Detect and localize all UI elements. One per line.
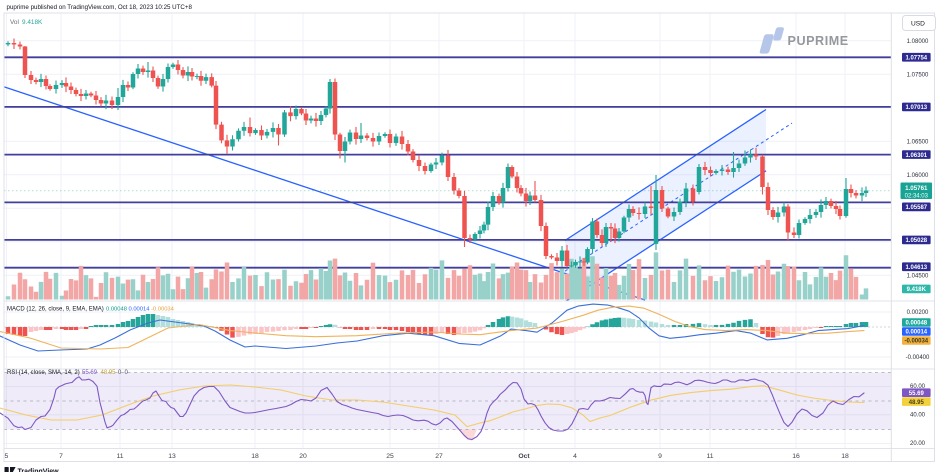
- svg-text:0.00048: 0.00048: [905, 321, 927, 327]
- svg-text:-0.00400: -0.00400: [906, 355, 930, 361]
- svg-text:RSI (14, close, SMA, 14, 2): RSI (14, close, SMA, 14, 2): [7, 370, 80, 376]
- svg-text:0.00200: 0.00200: [907, 310, 929, 316]
- svg-text:1.04613: 1.04613: [905, 265, 927, 271]
- svg-text:55.69: 55.69: [82, 370, 98, 376]
- svg-text:1.06301: 1.06301: [905, 153, 927, 159]
- svg-text:1.06500: 1.06500: [907, 140, 929, 146]
- svg-text:11: 11: [706, 453, 713, 460]
- svg-text:PUPRIME: PUPRIME: [788, 34, 849, 48]
- svg-text:55.69: 55.69: [909, 391, 925, 397]
- svg-text:5: 5: [5, 453, 9, 460]
- svg-text:Vol: Vol: [10, 19, 19, 26]
- svg-text:20.00: 20.00: [910, 441, 926, 447]
- svg-text:1.07013: 1.07013: [905, 105, 927, 111]
- svg-text:4: 4: [573, 453, 577, 460]
- svg-text:11: 11: [116, 453, 123, 460]
- svg-text:9.418K: 9.418K: [22, 19, 43, 26]
- svg-text:1.08000: 1.08000: [907, 39, 929, 45]
- svg-text:25: 25: [386, 453, 394, 460]
- svg-text:-0.00034: -0.00034: [151, 307, 175, 313]
- svg-text:1.07500: 1.07500: [907, 73, 929, 79]
- svg-text:puprime published on TradingVi: puprime published on TradingView.com, Oc…: [7, 4, 193, 11]
- svg-text:1.07754: 1.07754: [905, 56, 927, 62]
- svg-text:MACD (12, 26, close, 9, EMA, E: MACD (12, 26, close, 9, EMA, EMA): [7, 307, 104, 313]
- svg-text:1.05761: 1.05761: [905, 185, 928, 192]
- svg-text:18: 18: [251, 453, 259, 460]
- svg-text:USD: USD: [911, 21, 925, 28]
- svg-text:-0.00034: -0.00034: [904, 339, 928, 345]
- svg-text:1.06000: 1.06000: [907, 173, 929, 179]
- svg-text:16: 16: [792, 453, 800, 460]
- svg-text:1.05028: 1.05028: [905, 238, 927, 244]
- svg-text:18: 18: [841, 453, 849, 460]
- svg-text:20: 20: [299, 453, 307, 460]
- svg-text:0: 0: [118, 370, 122, 376]
- svg-text:48.95: 48.95: [101, 370, 117, 376]
- svg-text:1.05587: 1.05587: [905, 205, 927, 211]
- svg-text:02:34:03: 02:34:03: [905, 193, 929, 199]
- svg-text:TradingView: TradingView: [18, 468, 60, 472]
- svg-text:7: 7: [59, 453, 63, 460]
- svg-text:9: 9: [658, 453, 662, 460]
- svg-text:13: 13: [168, 453, 176, 460]
- svg-text:27: 27: [435, 453, 443, 460]
- svg-text:0.00048: 0.00048: [106, 307, 127, 313]
- svg-text:48.95: 48.95: [909, 400, 925, 406]
- svg-text:1.04500: 1.04500: [907, 274, 929, 280]
- svg-text:0.00014: 0.00014: [905, 330, 927, 336]
- svg-text:Oct: Oct: [518, 453, 530, 460]
- svg-text:0.00014: 0.00014: [129, 307, 151, 313]
- svg-text:9.418K: 9.418K: [907, 287, 927, 293]
- svg-text:0: 0: [125, 370, 129, 376]
- svg-text:40.00: 40.00: [910, 413, 926, 419]
- svg-text:60.00: 60.00: [910, 384, 926, 390]
